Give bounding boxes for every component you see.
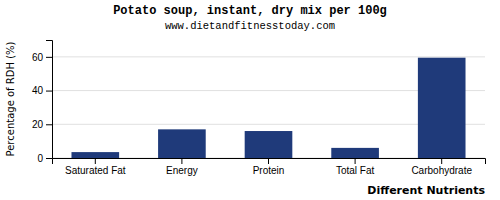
y-tick-label: 60 — [32, 52, 44, 63]
x-tick-label: Total Fat — [336, 165, 375, 176]
x-tick-mark — [181, 158, 182, 164]
x-tick-mark — [268, 158, 269, 164]
x-tick-label: Carbohydrate — [411, 165, 472, 176]
bars — [71, 58, 465, 158]
grid-line — [52, 56, 485, 57]
plot: 0 20 40 60 Saturated Fat Energy Protein Total F… — [32, 41, 486, 177]
y-tick: 40 — [32, 85, 52, 96]
x-tick: Total Fat — [336, 158, 375, 176]
x-tick-mark — [355, 158, 356, 164]
x-tick-label: Saturated Fat — [65, 165, 126, 176]
x-axis-title: Different Nutrients — [367, 184, 485, 197]
bar — [158, 129, 206, 158]
x-tick-label: Protein — [253, 165, 285, 176]
y-tick: 60 — [32, 52, 52, 63]
x-tick-mark — [95, 158, 96, 164]
y-axis-title: Percentage of RDH (%) — [5, 41, 16, 156]
bar — [331, 148, 379, 158]
grid — [52, 57, 485, 158]
x-tick: Energy — [166, 158, 198, 176]
x-tick-mark — [441, 158, 442, 164]
x-tick: Protein — [253, 158, 285, 176]
x-axis-line — [53, 159, 486, 165]
subtitle: www.dietandfitnesstoday.com — [165, 20, 335, 32]
y-tick: 20 — [32, 119, 52, 130]
y-tick-mark — [46, 91, 52, 92]
x-tick-label: Energy — [166, 165, 198, 176]
x-axis: Saturated Fat Energy Protein Total Fat Carbo… — [53, 158, 486, 176]
y-tick-mark — [46, 158, 52, 159]
bar — [245, 131, 293, 158]
y-tick: 0 — [37, 153, 52, 164]
y-axis: 0 20 40 60 — [32, 41, 53, 164]
y-axis-line — [46, 41, 53, 159]
y-tick-label: 40 — [32, 85, 44, 96]
bar — [418, 58, 466, 158]
bar — [71, 152, 119, 158]
y-tick-mark — [46, 57, 52, 58]
title: Potato soup, instant, dry mix per 100g — [113, 4, 387, 18]
chart: Potato soup, instant, dry mix per 100g ww… — [0, 0, 500, 200]
y-tick-label: 20 — [32, 119, 44, 130]
x-tick: Saturated Fat — [65, 158, 126, 176]
x-tick: Carbohydrate — [411, 158, 472, 176]
y-tick-label: 0 — [37, 153, 43, 164]
y-tick-mark — [46, 124, 52, 125]
